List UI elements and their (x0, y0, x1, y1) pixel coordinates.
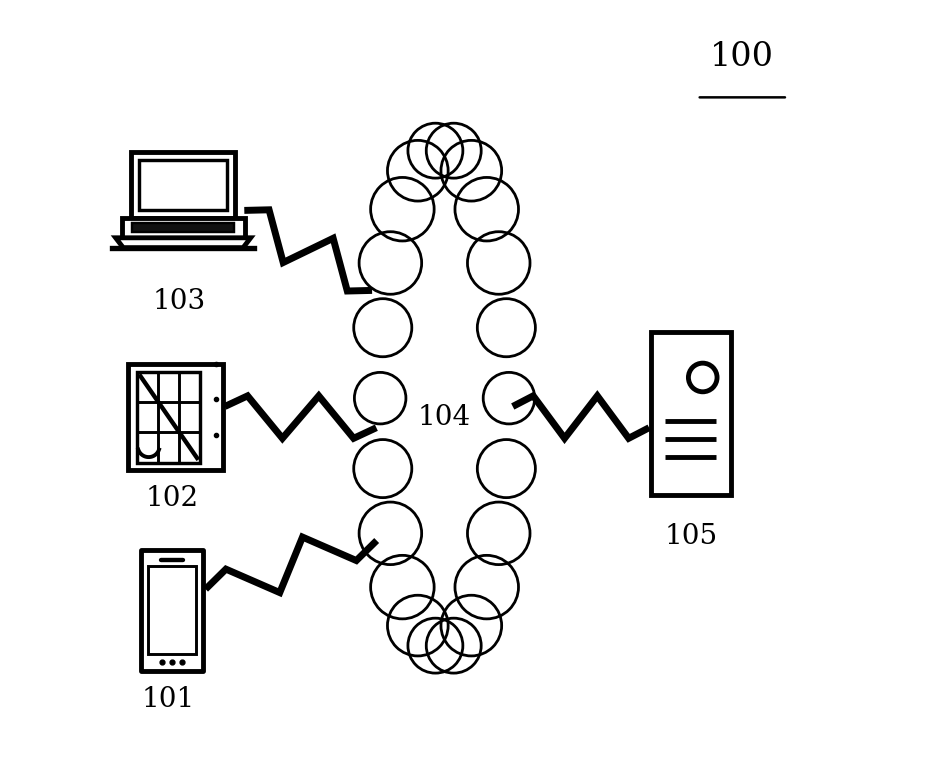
Text: 105: 105 (665, 523, 717, 550)
Circle shape (483, 372, 535, 424)
Polygon shape (651, 332, 730, 495)
Circle shape (455, 555, 518, 619)
Text: 100: 100 (710, 41, 774, 73)
Circle shape (371, 178, 434, 241)
Polygon shape (137, 372, 200, 463)
Polygon shape (147, 566, 196, 654)
Circle shape (354, 299, 412, 357)
Text: 102: 102 (146, 486, 198, 512)
Circle shape (359, 502, 422, 565)
Circle shape (455, 178, 518, 241)
Polygon shape (141, 550, 203, 671)
Polygon shape (133, 224, 235, 233)
Text: 101: 101 (142, 686, 195, 713)
Ellipse shape (387, 173, 502, 624)
Circle shape (426, 618, 481, 673)
Circle shape (441, 140, 502, 201)
Circle shape (426, 123, 481, 178)
Polygon shape (139, 159, 227, 211)
Text: 103: 103 (153, 288, 206, 316)
Circle shape (408, 123, 463, 178)
Circle shape (354, 440, 412, 498)
Circle shape (387, 595, 448, 656)
Polygon shape (121, 218, 245, 237)
Circle shape (467, 502, 530, 565)
Circle shape (387, 140, 448, 201)
Circle shape (477, 440, 536, 498)
Circle shape (408, 618, 463, 673)
Polygon shape (132, 152, 235, 218)
Circle shape (477, 299, 536, 357)
Circle shape (371, 555, 434, 619)
Polygon shape (116, 237, 250, 247)
Text: 104: 104 (418, 404, 471, 430)
Circle shape (354, 372, 406, 424)
Circle shape (467, 231, 530, 294)
Circle shape (359, 231, 422, 294)
Polygon shape (128, 364, 222, 470)
Circle shape (441, 595, 502, 656)
